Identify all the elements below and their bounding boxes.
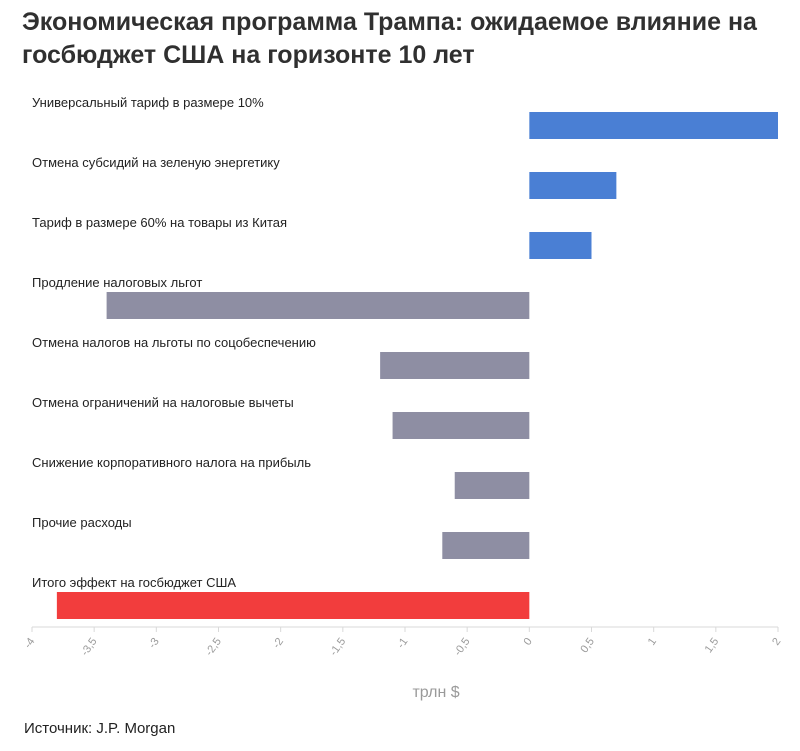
x-tick-label: -4 (22, 636, 37, 651)
bar (380, 352, 530, 379)
bar (106, 292, 530, 319)
category-label: Отмена субсидий на зеленую энергетику (32, 155, 280, 170)
category-label: Тариф в размере 60% на товары из Китая (32, 215, 287, 230)
x-tick-label: -1,5 (328, 636, 349, 658)
bar (529, 232, 592, 259)
x-tick-label: 1,5 (703, 636, 722, 655)
x-tick-label: -2,5 (203, 636, 224, 658)
category-label: Прочие расходы (32, 515, 132, 530)
bar (529, 112, 778, 139)
total-bar (56, 592, 530, 619)
x-tick-label: -3,5 (79, 636, 100, 658)
category-label: Отмена налогов на льготы по соцобеспечен… (32, 335, 316, 350)
source-note: Источник: J.P. Morgan (24, 720, 176, 737)
x-tick-label: 2 (770, 636, 783, 648)
bar (529, 172, 617, 199)
x-tick-label: -0,5 (452, 636, 473, 658)
bar (442, 532, 530, 559)
category-label: Продление налоговых льгот (32, 275, 202, 290)
bar (392, 412, 530, 439)
x-axis-title: трлн $ (412, 684, 459, 701)
x-tick-label: 1 (646, 636, 659, 648)
x-tick-label: -3 (146, 636, 161, 651)
bar-chart: Универсальный тариф в размере 10% Отмена … (22, 95, 783, 701)
x-tick-label: -1 (395, 636, 410, 651)
category-label: Снижение корпоративного налога на прибыл… (32, 455, 311, 470)
x-tick-label: 0 (521, 636, 534, 648)
x-tick-label: -2 (271, 636, 286, 651)
category-label: Итого эффект на госбюджет США (32, 575, 236, 590)
bar (454, 472, 530, 499)
category-label: Универсальный тариф в размере 10% (32, 95, 264, 110)
x-tick-label: 0,5 (578, 636, 597, 655)
category-label: Отмена ограничений на налоговые вычеты (32, 395, 294, 410)
chart-title: Экономическая программа Трампа: ожидаемо… (22, 8, 757, 69)
